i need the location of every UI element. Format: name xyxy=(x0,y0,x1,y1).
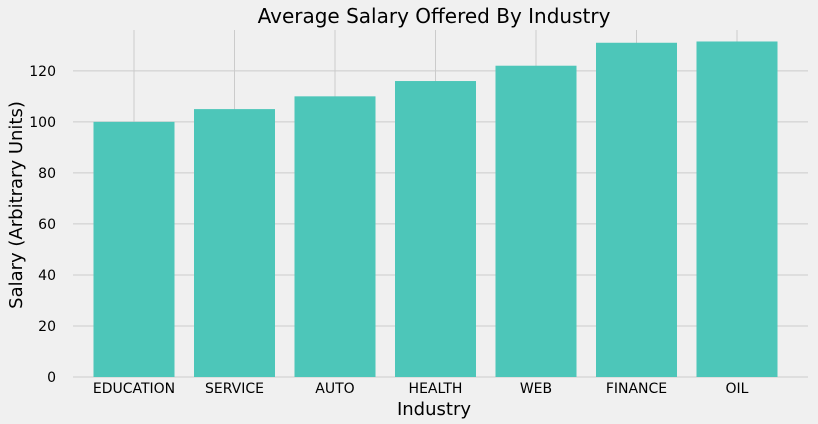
y-tick-label: 20 xyxy=(38,319,56,335)
bar-auto xyxy=(294,96,376,378)
bar-service xyxy=(194,109,275,378)
x-tick-label: HEALTH xyxy=(409,381,463,397)
y-tick-label: 120 xyxy=(29,64,56,80)
x-tick-label: OIL xyxy=(726,381,749,397)
chart-title: Average Salary Offered By Industry xyxy=(258,4,611,28)
bar-finance xyxy=(596,42,677,377)
x-axis-label: Industry xyxy=(397,399,471,420)
bar-oil xyxy=(696,41,778,377)
x-tick-labels: EDUCATION SERVICE AUTO HEALTH WEB FINANCE OIL xyxy=(93,381,749,397)
x-tick-label: SERVICE xyxy=(205,381,264,397)
bar-education xyxy=(93,121,175,378)
y-axis-label: Salary (Arbitrary Units) xyxy=(6,101,27,309)
y-tick-label: 60 xyxy=(38,217,56,233)
x-tick-label: EDUCATION xyxy=(93,381,175,397)
x-tick-label: FINANCE xyxy=(606,381,667,397)
y-tick-labels: 0 20 40 60 80 100 120 xyxy=(29,64,56,386)
bar-health xyxy=(395,81,476,377)
bars xyxy=(93,41,778,378)
y-tick-label: 80 xyxy=(38,166,56,182)
y-tick-label: 100 xyxy=(29,115,56,131)
y-tick-label: 0 xyxy=(47,370,56,386)
bar-web xyxy=(495,65,577,378)
y-tick-label: 40 xyxy=(38,268,56,284)
x-tick-label: AUTO xyxy=(315,381,354,397)
x-tick-label: WEB xyxy=(520,381,552,397)
